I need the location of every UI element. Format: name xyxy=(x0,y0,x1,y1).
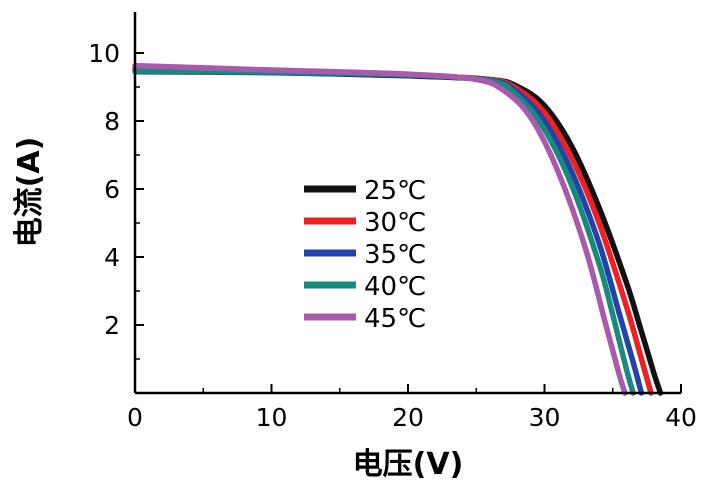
legend-label: 45℃ xyxy=(364,304,426,334)
legend-label: 40℃ xyxy=(364,272,426,302)
y-axis-title: 电流(A) xyxy=(12,137,47,248)
series-line-5 xyxy=(132,62,628,396)
x-tick-label: 20 xyxy=(392,403,424,432)
y-tick-label: 6 xyxy=(104,175,120,204)
y-tick-label: 2 xyxy=(104,311,120,340)
x-tick-label: 40 xyxy=(665,403,697,432)
legend-label: 25℃ xyxy=(364,176,426,206)
x-tick-label: 0 xyxy=(127,403,143,432)
legend: 25℃30℃35℃40℃45℃ xyxy=(304,176,426,334)
legend-label: 30℃ xyxy=(364,208,426,238)
ticks-layer: 0 10 20 30 40 2 4 6 8 10 xyxy=(88,39,697,432)
y-tick-label: 4 xyxy=(104,243,120,272)
x-tick-label: 10 xyxy=(256,403,288,432)
x-axis-title: 电压(V) xyxy=(353,447,464,482)
y-tick-label: 10 xyxy=(88,39,120,68)
y-tick-label: 8 xyxy=(104,107,120,136)
curves-layer xyxy=(132,62,664,396)
x-tick-label: 30 xyxy=(529,403,561,432)
legend-label: 35℃ xyxy=(364,240,426,270)
